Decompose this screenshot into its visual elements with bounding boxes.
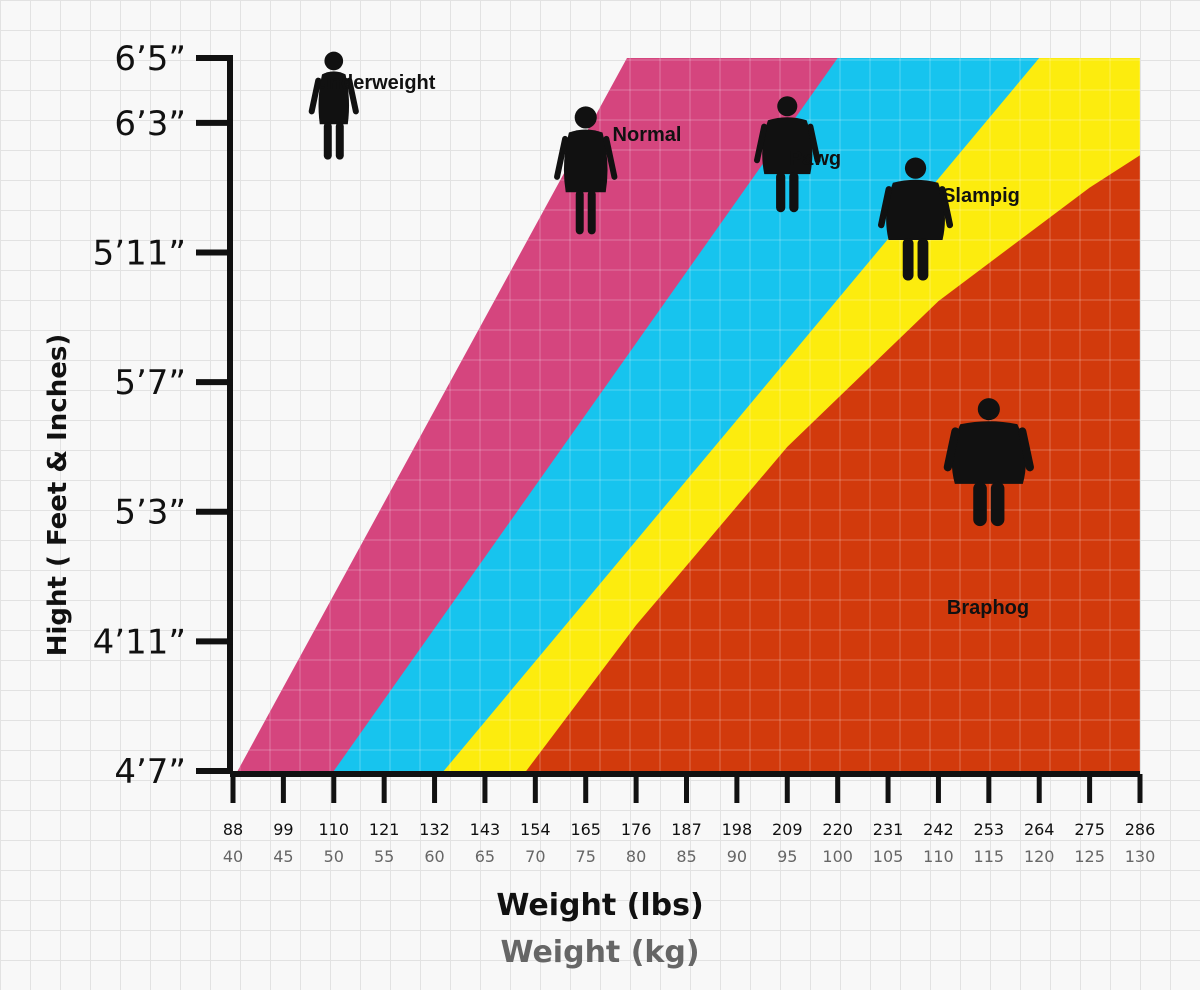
person-braphog-icon	[943, 398, 1034, 527]
x-tick-label-lbs: 231	[873, 820, 904, 839]
x-tick-label-lbs: 165	[570, 820, 601, 839]
y-tick-label: 5’7”	[114, 363, 186, 403]
zone-labels: underweight Normal Pawg Slampig Braphog	[317, 72, 1030, 619]
x-tick-label-lbs: 143	[470, 820, 501, 839]
x-tick-label-lbs: 187	[671, 820, 702, 839]
zone-label-slampig: Slampig	[942, 185, 1020, 207]
zone-braphog	[526, 155, 1140, 771]
x-tick-label-kg: 65	[475, 847, 495, 866]
x-tick-label-lbs: 253	[974, 820, 1005, 839]
x-tick-label-lbs: 121	[369, 820, 400, 839]
y-tick-group: 4’7” 4’11” 5’3” 5’7” 5’11” 6’3” 6’5”	[93, 39, 233, 792]
x-tick-label-kg: 85	[676, 847, 696, 866]
x-tick-label-kg: 130	[1125, 847, 1156, 866]
y-tick-label: 5’11”	[93, 233, 186, 273]
x-tick-label-lbs: 99	[273, 820, 293, 839]
x-tick-label-kg: 105	[873, 847, 904, 866]
x-tick-label-kg: 50	[324, 847, 344, 866]
x-tick-label-kg: 45	[273, 847, 293, 866]
person-thin-icon	[308, 51, 359, 160]
x-tick-label-lbs: 176	[621, 820, 652, 839]
x-tick-label-lbs: 209	[772, 820, 803, 839]
x-tick-label-kg: 40	[223, 847, 243, 866]
x-tick-label-lbs: 286	[1125, 820, 1156, 839]
zone-label-underweight: underweight	[317, 72, 436, 94]
x-tick-label-kg: 125	[1074, 847, 1105, 866]
y-tick-label: 4’7”	[114, 752, 186, 792]
x-tick-label-kg: 90	[727, 847, 747, 866]
x-axis-title-kg: Weight (kg)	[500, 935, 699, 970]
x-tick-label-lbs: 88	[223, 820, 243, 839]
person-normal-icon	[554, 106, 618, 235]
y-axis-title: Hight ( Feet & Inches)	[43, 334, 73, 657]
x-tick-label-kg: 55	[374, 847, 394, 866]
x-tick-label-kg: 95	[777, 847, 797, 866]
x-tick-label-lbs: 264	[1024, 820, 1055, 839]
zone-label-normal: Normal	[613, 124, 682, 146]
x-tick-label-lbs: 275	[1074, 820, 1105, 839]
x-tick-label-kg: 110	[923, 847, 954, 866]
x-tick-label-lbs: 110	[319, 820, 350, 839]
x-tick-label-kg: 75	[576, 847, 596, 866]
person-slampig-icon	[877, 157, 954, 281]
zone-label-braphog: Braphog	[947, 597, 1029, 619]
x-tick-group: 88 40 99 45 110 50 121 55 132 60 143 65 154 70 165 75 17…	[223, 774, 1155, 866]
y-tick-label: 6’3”	[114, 104, 186, 144]
y-tick-label: 5’3”	[114, 493, 186, 533]
x-tick-label-kg: 100	[822, 847, 853, 866]
x-tick-label-kg: 80	[626, 847, 646, 866]
x-tick-label-kg: 115	[974, 847, 1005, 866]
x-tick-label-lbs: 198	[722, 820, 753, 839]
x-tick-label-lbs: 242	[923, 820, 954, 839]
x-tick-label-kg: 60	[424, 847, 444, 866]
zone-figures	[308, 51, 1034, 527]
person-pawg-icon	[754, 96, 821, 213]
x-axis-title-lbs: Weight (lbs)	[496, 888, 703, 923]
x-tick-label-lbs: 220	[822, 820, 853, 839]
x-tick-label-kg: 70	[525, 847, 545, 866]
x-tick-label-lbs: 154	[520, 820, 551, 839]
zone-label-pawg: Pawg	[789, 148, 841, 170]
x-tick-label-lbs: 132	[419, 820, 450, 839]
y-tick-label: 6’5”	[114, 39, 186, 79]
y-tick-label: 4’11”	[93, 622, 186, 662]
x-tick-label-kg: 120	[1024, 847, 1055, 866]
